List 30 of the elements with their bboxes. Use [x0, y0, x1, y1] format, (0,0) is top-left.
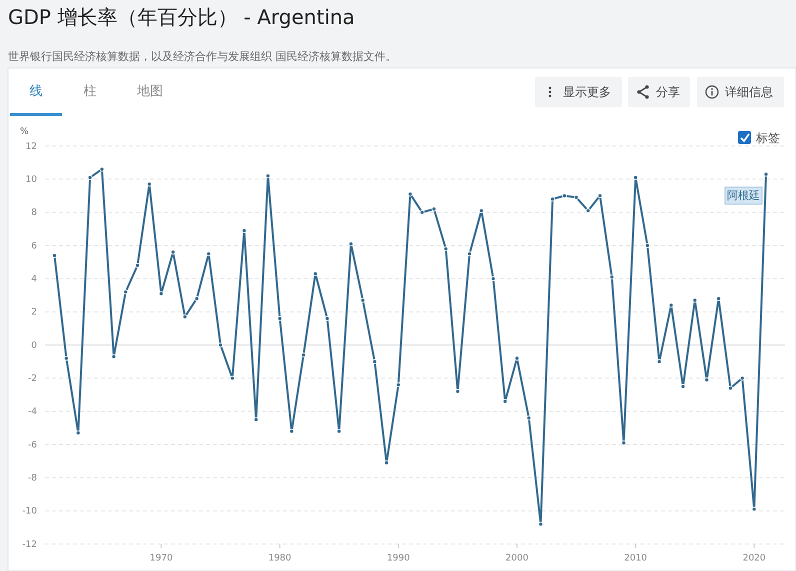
chart-subtitle: 世界银行国民经济核算数据，以及经济合作与发展组织 国民经济核算数据文件。	[8, 50, 396, 63]
y-tick-label: -6	[28, 440, 38, 450]
y-axis-title: %	[20, 127, 29, 137]
y-tick-label: -2	[28, 374, 37, 384]
text: 柱	[84, 84, 96, 99]
text: 详细信息	[725, 85, 773, 99]
y-tick-label: 4	[31, 274, 38, 285]
y-tick-label: -8	[28, 474, 38, 484]
text: 地图	[136, 84, 163, 99]
y-tick-label: -12	[22, 540, 37, 550]
text: 显示更多	[563, 85, 611, 99]
y-tick-label: 2	[31, 308, 37, 318]
y-tick-label: 10	[26, 175, 38, 186]
x-tick-label: 1990	[386, 553, 410, 564]
text: 标签	[755, 131, 780, 145]
x-tick-label: 2000	[506, 553, 529, 564]
x-tick-label: 2010	[624, 553, 648, 564]
series-label: 阿根廷	[727, 189, 760, 202]
x-tick-label: 1980	[268, 553, 292, 564]
x-tick-label: 1970	[150, 553, 173, 564]
chart-title: GDP 增长率（年百分比） - Argentina	[8, 5, 355, 29]
x-tick-label: 2020	[742, 553, 766, 564]
text: 分享	[656, 85, 680, 99]
y-tick-label: 12	[26, 142, 37, 152]
y-tick-label: -4	[28, 407, 38, 418]
y-tick-label: 6	[31, 241, 38, 252]
y-tick-label: 0	[31, 340, 38, 351]
y-tick-label: -10	[22, 506, 38, 517]
y-tick-label: 8	[31, 208, 38, 218]
text: 线	[30, 84, 42, 99]
